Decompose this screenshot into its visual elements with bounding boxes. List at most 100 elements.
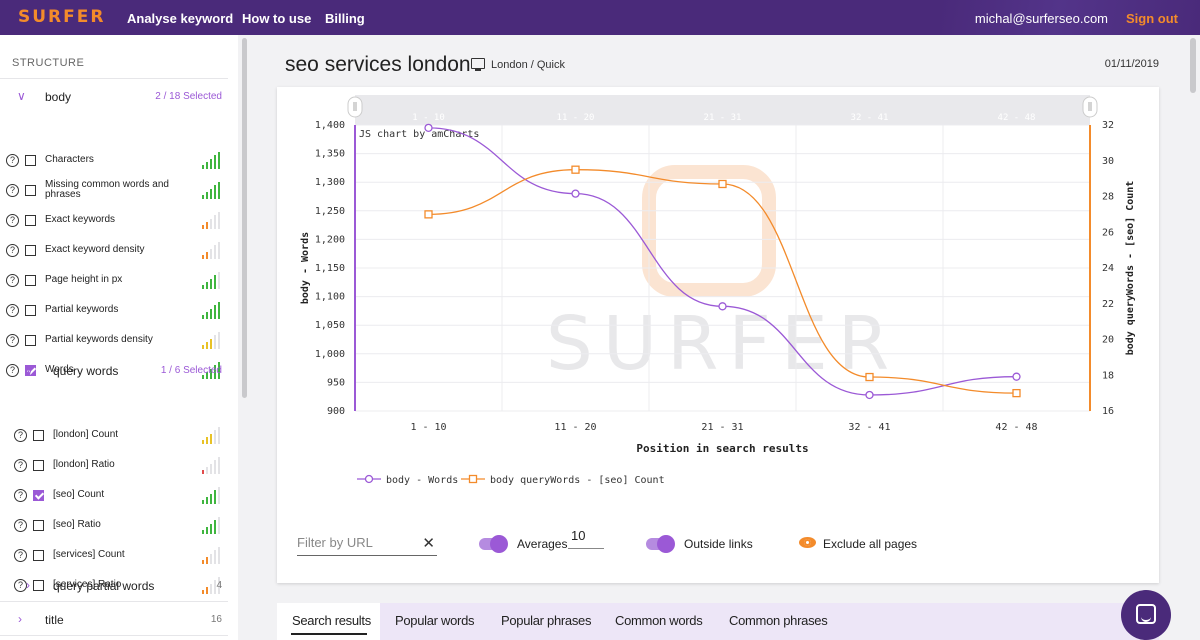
help-icon[interactable]: ? (14, 519, 27, 532)
metric-checkbox[interactable] (33, 520, 44, 531)
filter-url-input[interactable] (297, 535, 417, 550)
page-scrollbar[interactable] (1190, 38, 1196, 93)
help-icon[interactable]: ? (14, 459, 27, 472)
metric-checkbox[interactable] (25, 365, 36, 376)
help-icon[interactable]: ? (6, 244, 19, 257)
top-bar: SURFER Analyse keyword How to use Billin… (0, 0, 1200, 35)
help-icon[interactable]: ? (6, 364, 19, 377)
group-selected-count: 2 / 18 Selected (155, 91, 222, 102)
left-tick-label: 1,400 (315, 120, 345, 131)
metric-checkbox[interactable] (33, 460, 44, 471)
metric-checkbox[interactable] (33, 580, 44, 591)
exclude-all-pages-label[interactable]: Exclude all pages (823, 537, 918, 551)
metric-row[interactable]: ? [services] Count (0, 542, 228, 572)
help-icon[interactable]: ? (6, 154, 19, 167)
metric-row[interactable]: ? Partial keywords (0, 297, 228, 327)
metric-label: Exact keywords (45, 214, 116, 225)
signal-strength-icon (202, 361, 222, 379)
averages-count-input[interactable]: 10 (568, 528, 604, 549)
metric-row[interactable]: ? Partial keywords density (0, 327, 228, 357)
metric-checkbox[interactable] (25, 245, 36, 256)
left-tick-label: 1,200 (315, 234, 345, 245)
metric-row[interactable]: ? Words (0, 357, 228, 387)
sidebar-scrollbar[interactable] (242, 38, 247, 398)
chat-support-button[interactable] (1121, 590, 1171, 640)
metric-row[interactable]: ? [seo] Ratio (0, 512, 228, 542)
data-point (424, 123, 433, 133)
nav-billing[interactable]: Billing (325, 11, 365, 26)
x-tick-label: 42 - 48 (995, 422, 1037, 433)
metric-row[interactable]: ? [seo] Count (0, 482, 228, 512)
metric-row[interactable]: ? Missing common words and phrases (0, 177, 228, 207)
help-icon[interactable]: ? (6, 334, 19, 347)
tab-popular-words[interactable]: Popular words (395, 613, 475, 628)
watermark-text: SURFER (546, 301, 899, 387)
averages-toggle[interactable] (479, 535, 508, 553)
data-point (571, 165, 580, 174)
tab-search-results[interactable]: Search results (292, 613, 371, 628)
outside-links-toggle[interactable] (646, 535, 675, 553)
chevron-down-icon: ∨ (25, 363, 34, 377)
series-line (428, 169, 1017, 394)
signal-strength-icon (202, 546, 222, 564)
metric-row[interactable]: ? Page height in px (0, 267, 228, 297)
metric-checkbox[interactable] (25, 275, 36, 286)
metric-label: Page height in px (45, 274, 123, 285)
tab-common-phrases[interactable]: Common phrases (729, 613, 828, 628)
signal-strength-icon (202, 151, 222, 169)
help-icon[interactable]: ? (6, 214, 19, 227)
filter-by-url[interactable]: ✕ (297, 534, 437, 556)
metric-checkbox[interactable] (25, 185, 36, 196)
metric-checkbox[interactable] (25, 155, 36, 166)
signal-strength-icon (202, 211, 222, 229)
tab-popular-phrases[interactable]: Popular phrases (501, 613, 592, 628)
help-icon[interactable]: ? (6, 184, 19, 197)
metric-label: Exact keyword density (45, 244, 145, 255)
topbar-swoosh (940, 0, 1200, 35)
chat-icon (1136, 604, 1156, 624)
metric-checkbox[interactable] (33, 490, 44, 501)
nav-analyse-keyword[interactable]: Analyse keyword (127, 11, 234, 26)
metric-row[interactable]: ? Characters (0, 147, 228, 177)
group-query-partial-words[interactable]: › query partial words 4 (0, 570, 228, 600)
signal-strength-icon (202, 331, 222, 349)
metric-label: Characters (45, 154, 94, 165)
eye-icon[interactable] (799, 537, 816, 548)
right-tick-label: 16 (1102, 406, 1114, 417)
help-icon[interactable]: ? (14, 429, 27, 442)
sign-out-link[interactable]: Sign out (1126, 11, 1178, 26)
group-query-words[interactable]: ∨ query words 1 / 6 Selected (0, 355, 228, 385)
signal-strength-icon (202, 456, 222, 474)
metric-row[interactable]: ? [london] Count (0, 422, 228, 452)
metric-checkbox[interactable] (25, 215, 36, 226)
help-icon[interactable]: ? (6, 274, 19, 287)
metric-row[interactable]: ? [london] Ratio (0, 452, 228, 482)
help-icon[interactable]: ? (6, 304, 19, 317)
metric-label: [london] Ratio (53, 459, 115, 470)
group-title[interactable]: › title 16 (0, 604, 228, 634)
structure-heading: STRUCTURE (12, 57, 85, 69)
clear-filter-icon[interactable]: ✕ (422, 535, 435, 552)
metric-label: [seo] Count (53, 489, 105, 500)
metric-row[interactable]: ? Exact keyword density (0, 237, 228, 267)
help-icon[interactable]: ? (14, 489, 27, 502)
metric-checkbox[interactable] (25, 335, 36, 346)
tab-common-words[interactable]: Common words (615, 613, 703, 628)
metric-checkbox[interactable] (33, 550, 44, 561)
left-tick-label: 1,000 (315, 349, 345, 360)
left-tick-label: 1,100 (315, 292, 345, 303)
metric-checkbox[interactable] (33, 430, 44, 441)
group-body[interactable]: ∨ body 2 / 18 Selected (0, 81, 228, 111)
nav-how-to-use[interactable]: How to use (242, 11, 312, 26)
data-point (865, 372, 874, 382)
logo[interactable]: SURFER (18, 7, 106, 27)
legend-marker (468, 474, 478, 484)
metric-row[interactable]: ? Exact keywords (0, 207, 228, 237)
signal-strength-icon (202, 271, 222, 289)
metric-checkbox[interactable] (25, 305, 36, 316)
help-icon[interactable]: ? (14, 579, 27, 592)
right-tick-label: 22 (1102, 299, 1114, 310)
metric-label: Words (45, 364, 74, 375)
metric-row[interactable]: ? [services] Ratio (0, 572, 228, 602)
help-icon[interactable]: ? (14, 549, 27, 562)
